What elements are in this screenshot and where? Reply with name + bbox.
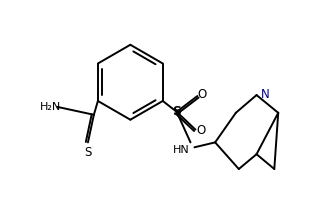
- Text: H₂N: H₂N: [40, 102, 61, 112]
- Text: O: O: [198, 88, 207, 101]
- Text: N: N: [260, 88, 269, 101]
- Text: HN: HN: [173, 145, 189, 155]
- Text: S: S: [172, 105, 181, 118]
- Text: S: S: [84, 146, 92, 159]
- Text: O: O: [197, 124, 206, 137]
